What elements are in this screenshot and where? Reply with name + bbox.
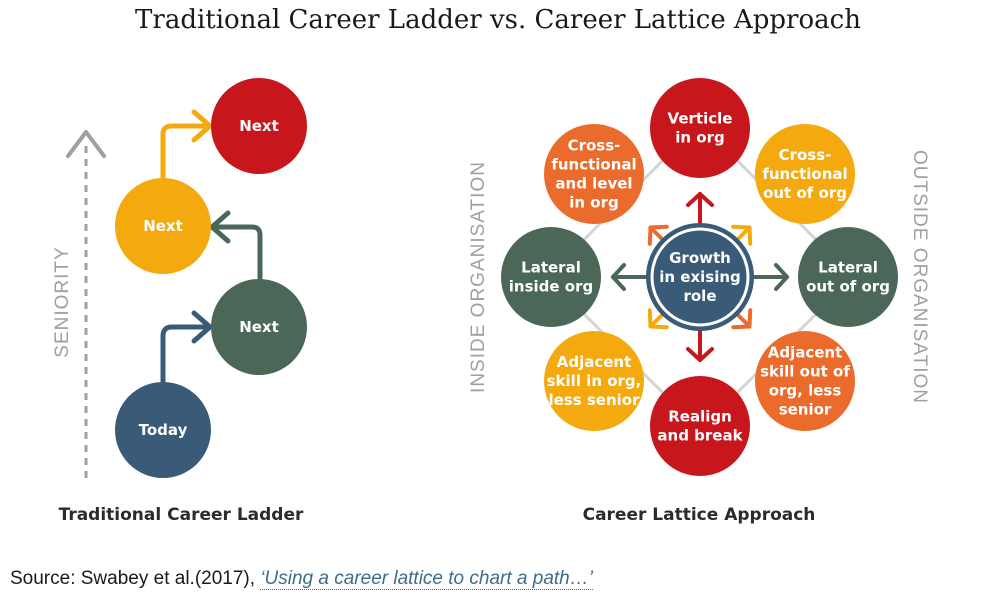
lattice-node-top-label: Verticle bbox=[668, 110, 733, 128]
lattice-arrowhead-top-left bbox=[647, 224, 669, 246]
lattice-arrowhead-bottom-right bbox=[731, 308, 753, 330]
lattice-node-top-left-label: and level bbox=[555, 175, 632, 193]
lattice-caption: Career Lattice Approach bbox=[583, 505, 816, 525]
ladder-node-next2-label: Next bbox=[143, 217, 183, 235]
career-diagram: SENIORITY Today Next Next Next Traditional … bbox=[52, 78, 930, 525]
source-citation: Source: Swabey et al.(2017), ‘Using a ca… bbox=[10, 568, 593, 590]
ladder-arrowhead-today-next bbox=[191, 310, 213, 344]
ladder-node-next2: Next bbox=[115, 178, 211, 274]
lattice-node-bottom-label: and break bbox=[657, 427, 743, 445]
source-link[interactable]: ‘Using a career lattice to chart a path…… bbox=[260, 568, 593, 590]
inside-organisation-label: INSIDE ORGANISATION bbox=[468, 161, 489, 393]
ladder-node-next1-circle bbox=[211, 279, 307, 375]
seniority-arrowhead bbox=[66, 130, 106, 158]
ladder-caption: Traditional Career Ladder bbox=[59, 505, 304, 525]
lattice-center-node-circle bbox=[646, 223, 754, 331]
lattice-node-bottom-right-label: org, less bbox=[769, 382, 842, 400]
page-title: Traditional Career Ladder vs. Career Lat… bbox=[135, 5, 861, 35]
lattice-center-node-ring bbox=[650, 227, 750, 327]
lattice-node-right-label: out of org bbox=[806, 278, 890, 296]
lattice-arrow-top-right bbox=[734, 225, 752, 243]
ladder-arrowhead-next-top bbox=[191, 109, 213, 143]
ladder-node-next1: Next bbox=[211, 279, 307, 375]
lattice-node-top-left-label: functional bbox=[551, 156, 636, 174]
lattice-node-right-label: Lateral bbox=[818, 259, 878, 277]
lattice-arrowhead-bottom bbox=[686, 347, 714, 362]
ladder-arrowhead-next-next bbox=[209, 210, 231, 244]
lattice-arrow-bottom-left bbox=[648, 311, 666, 329]
ladder-node-today: Today bbox=[115, 382, 211, 478]
ladder-node-next3: Next bbox=[211, 78, 307, 174]
lattice-arrow-top-left bbox=[648, 225, 666, 243]
lattice-node-bottom-left-label: skill in org, bbox=[547, 372, 642, 390]
lattice-node-right-circle bbox=[798, 227, 898, 327]
lattice-arrowhead-top bbox=[686, 192, 714, 207]
lattice-node-left-circle bbox=[501, 227, 601, 327]
lattice-arrowhead-right bbox=[774, 263, 789, 291]
lattice-node-bottom-left-label: Adjacent bbox=[557, 353, 632, 371]
lattice-node-left-label: Lateral bbox=[521, 259, 581, 277]
source-prefix: Source: Swabey et al.(2017), bbox=[10, 568, 261, 589]
ladder-connector-today-next bbox=[160, 324, 209, 388]
ladder-node-next3-label: Next bbox=[239, 117, 279, 135]
lattice-node-bottom-label: Realign bbox=[668, 408, 732, 426]
ladder-node-today-circle bbox=[115, 382, 211, 478]
lattice-node-bottom-right-label: Adjacent bbox=[768, 344, 843, 362]
lattice-arrow-bottom-right bbox=[734, 311, 752, 329]
ladder-node-today-label: Today bbox=[139, 421, 188, 439]
lattice-node-bottom-right-label: skill out of bbox=[760, 363, 850, 381]
ladder-node-next2-circle bbox=[115, 178, 211, 274]
ladder-section: SENIORITY Today Next Next Next Traditional … bbox=[52, 78, 307, 525]
outside-organisation-label: OUTSIDE ORGANISATION bbox=[909, 150, 930, 404]
lattice-node-top-right-label: Cross- bbox=[779, 146, 832, 164]
ladder-connector-next-top bbox=[160, 123, 209, 183]
lattice-node-left-label: inside org bbox=[509, 278, 593, 296]
lattice-node-top-circle bbox=[650, 78, 750, 178]
ladder-connector-next-next bbox=[211, 224, 263, 285]
lattice-node-top-left-label: Cross- bbox=[568, 137, 621, 155]
ladder-node-next1-label: Next bbox=[239, 318, 279, 336]
lattice-arrowhead-bottom-left bbox=[647, 308, 669, 330]
lattice-arrowhead-top-right bbox=[731, 224, 753, 246]
lattice-node-bottom-right-circle bbox=[755, 331, 855, 431]
lattice-node-bottom-right-label: senior bbox=[779, 401, 832, 419]
lattice-node-bottom-circle bbox=[650, 376, 750, 476]
lattice-node-top-right-label: functional bbox=[762, 165, 847, 183]
seniority-label: SENIORITY bbox=[52, 246, 73, 357]
lattice-section: INSIDE ORGANISATION OUTSIDE ORGANISATION… bbox=[468, 78, 930, 525]
lattice-node-top-label: in org bbox=[675, 129, 724, 147]
lattice-center-node-label: in exising bbox=[659, 268, 741, 286]
lattice-center-node-label: Growth bbox=[669, 249, 731, 267]
lattice-center-node-label: role bbox=[683, 287, 716, 305]
lattice-node-top-right-label: out of org bbox=[763, 184, 847, 202]
lattice-arrowhead-left bbox=[611, 263, 626, 291]
lattice-node-bottom-left-circle bbox=[544, 331, 644, 431]
ladder-node-next3-circle bbox=[211, 78, 307, 174]
lattice-node-top-left-circle bbox=[544, 124, 644, 224]
lattice-node-top-right-circle bbox=[755, 124, 855, 224]
lattice-node-bottom-left-label: less senior bbox=[548, 391, 640, 409]
lattice-node-top-left-label: in org bbox=[569, 194, 618, 212]
